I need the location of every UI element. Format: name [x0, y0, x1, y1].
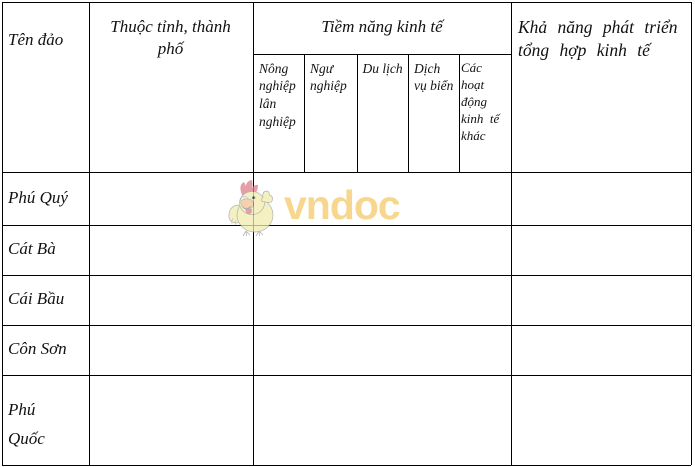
svg-text:vndoc: vndoc [284, 184, 400, 228]
